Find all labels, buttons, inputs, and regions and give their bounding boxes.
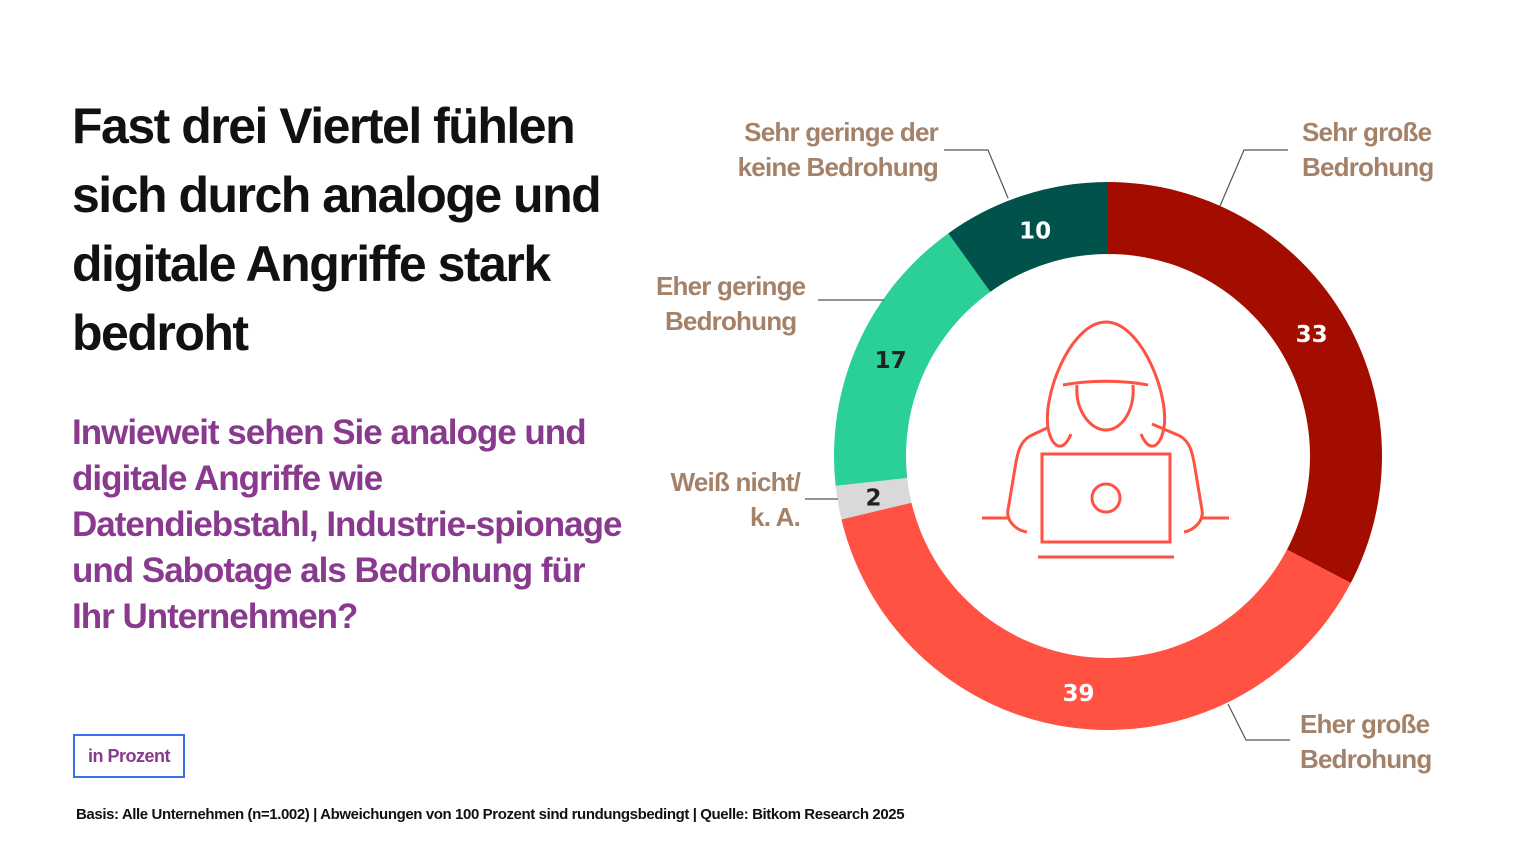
category-label-eher-gering: Eher geringe Bedrohung [656,269,806,339]
category-label-line: Eher große [1300,709,1430,739]
category-label-line: Bedrohung [1300,744,1432,774]
leader-line-1 [1227,703,1290,741]
category-label-line: Sehr geringe der [744,117,939,147]
question-subtitle: Inwieweit sehen Sie analoge und digitale… [72,413,622,636]
donut-slice [841,502,1351,730]
donut-slice [834,233,991,486]
leader-line-0 [1219,149,1288,207]
hacker-laptop-icon [982,320,1229,559]
slice-value-label: 39 [1062,681,1094,707]
donut-slice [835,477,912,520]
slice-value-label: 2 [865,486,881,512]
category-label-line: Sehr große [1302,117,1432,147]
category-label-line: Bedrohung [1302,152,1434,182]
unit-badge: in Prozent [73,734,185,778]
category-label-line: Weiß nicht/ [670,467,801,497]
category-label-sehr-gross: Sehr große Bedrohung [1302,115,1434,185]
donut-slice [1108,182,1382,584]
category-label-line: Bedrohung [664,306,797,336]
category-label-line: k. A. [750,502,801,532]
page-title: Fast drei Viertel fühlen sich durch anal… [72,98,602,361]
category-label-sehr-gering: Sehr geringe der keine Bedrohung [737,115,939,185]
donut-slice [948,182,1108,292]
category-label-line: Eher geringe [656,271,806,301]
category-label-eher-gross: Eher große Bedrohung [1300,707,1432,777]
source-footer: Basis: Alle Unternehmen (n=1.002) | Abwe… [76,806,905,823]
leader-line-4 [944,149,1009,199]
category-label-weiss-nicht: Weiß nicht/ k. A. [670,465,801,535]
category-label-line: keine Bedrohung [737,152,939,182]
slice-value-label: 17 [875,348,907,374]
slice-value-label: 33 [1296,322,1328,348]
slice-value-label: 10 [1019,218,1051,244]
